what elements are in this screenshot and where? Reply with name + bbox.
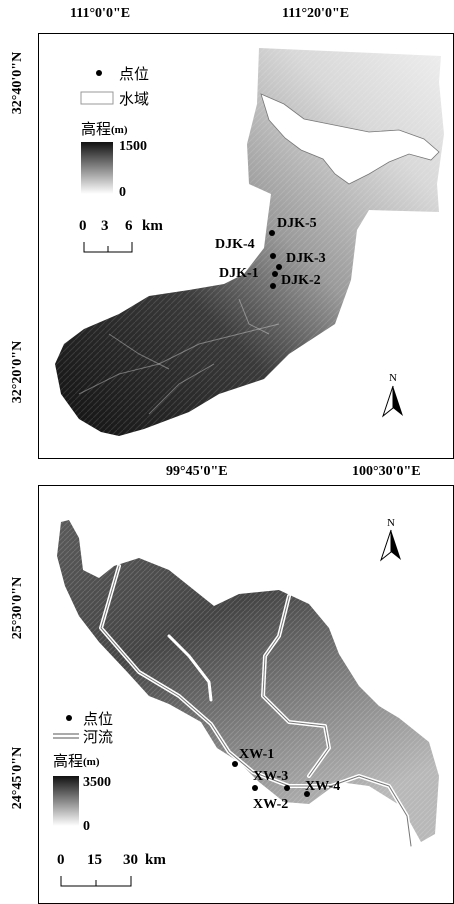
label-djk-3: DJK-3	[286, 251, 326, 266]
legend-elevation-title: 高程	[81, 120, 111, 138]
label-djk-1: DJK-1	[219, 266, 259, 281]
legend-elevation-unit: (m)	[111, 124, 128, 136]
bottom-legend: 点位 河流 高程 (m) 3500 0 0 15 30 km	[53, 710, 166, 887]
scale-tick-0: 0	[57, 852, 65, 868]
point-xw-3[interactable]	[284, 785, 290, 791]
label-xw-2: XW-2	[253, 797, 288, 812]
legend-elevation-title: 高程	[53, 752, 83, 770]
label-djk-5: DJK-5	[277, 216, 317, 231]
top-lon-label-2: 111°20'0"E	[282, 6, 350, 21]
bottom-map-frame: XW-1 XW-3 XW-4 XW-2 点位 河流 高程 (m) 3500 0 …	[38, 485, 454, 904]
point-xw-1[interactable]	[232, 761, 238, 767]
point-djk-1[interactable]	[272, 271, 278, 277]
bottom-map-canvas: XW-1 XW-3 XW-4 XW-2 点位 河流 高程 (m) 3500 0 …	[53, 517, 439, 887]
point-xw-2[interactable]	[252, 785, 258, 791]
point-djk-3[interactable]	[276, 264, 282, 270]
top-drainage	[78, 298, 280, 415]
north-arrow-icon: N	[379, 517, 401, 562]
legend-river-label: 河流	[83, 728, 113, 746]
label-xw-1: XW-1	[239, 747, 274, 762]
scale-tick-2: 30	[123, 852, 138, 868]
bottom-lat-label-2: 24°45'0"N	[10, 746, 25, 810]
bottom-lon-label-2: 100°30'0"E	[352, 464, 421, 479]
top-legend: 点位 水域 高程 (m) 1500 0 0 3 6 km	[79, 65, 163, 253]
north-label: N	[387, 517, 395, 529]
legend-elevation-min: 0	[119, 185, 126, 200]
bottom-lat-label-1: 25°30'0"N	[10, 576, 25, 640]
scale-tick-2: 6	[125, 218, 133, 234]
top-map-canvas: DJK-5 DJK-4 DJK-3 DJK-1 DJK-2 点位 水域 高程 (…	[55, 48, 444, 436]
label-xw-3: XW-3	[253, 769, 288, 784]
top-water-body	[260, 93, 440, 185]
north-arrow-icon: N	[381, 372, 403, 418]
legend-water-symbol	[80, 91, 114, 105]
point-xw-4[interactable]	[304, 791, 310, 797]
scale-bar	[60, 876, 132, 887]
top-lat-label-2: 32°20'0"N	[10, 340, 25, 404]
legend-elevation-max: 3500	[83, 775, 111, 790]
label-djk-2: DJK-2	[281, 273, 321, 288]
elevation-ramp	[53, 776, 79, 826]
point-djk-2[interactable]	[270, 283, 276, 289]
legend-point-symbol	[66, 715, 72, 721]
scale-tick-1: 3	[101, 218, 109, 234]
scale-tick-1: 15	[87, 852, 102, 868]
legend-elevation-max: 1500	[119, 139, 147, 154]
legend-elevation-min: 0	[83, 819, 90, 834]
bottom-terrain-texture	[57, 520, 439, 842]
legend-point-label: 点位	[83, 710, 113, 728]
scale-tick-0: 0	[79, 218, 87, 234]
bottom-lon-label-1: 99°45'0"E	[166, 464, 228, 479]
label-xw-4: XW-4	[305, 779, 340, 794]
top-lat-label-1: 32°40'0"N	[10, 51, 25, 115]
scale-unit: km	[145, 852, 166, 868]
top-lon-label-1: 111°0'0"E	[70, 6, 131, 21]
north-label: N	[389, 372, 397, 384]
legend-point-label: 点位	[119, 65, 149, 83]
scale-bar	[83, 242, 133, 253]
legend-point-symbol	[96, 70, 102, 76]
bottom-points: XW-1 XW-3 XW-4 XW-2	[232, 747, 340, 812]
scale-unit: km	[142, 218, 163, 234]
top-points: DJK-5 DJK-4 DJK-3 DJK-1 DJK-2	[215, 216, 326, 289]
bottom-rivers	[99, 564, 413, 848]
label-djk-4: DJK-4	[215, 237, 255, 252]
legend-elevation-unit: (m)	[83, 756, 100, 768]
legend-water-label: 水域	[119, 90, 149, 108]
top-map-frame: DJK-5 DJK-4 DJK-3 DJK-1 DJK-2 点位 水域 高程 (…	[38, 33, 454, 459]
point-djk-5[interactable]	[269, 230, 275, 236]
legend-river-symbol	[53, 733, 79, 739]
elevation-ramp	[81, 142, 113, 194]
point-djk-4[interactable]	[270, 253, 276, 259]
